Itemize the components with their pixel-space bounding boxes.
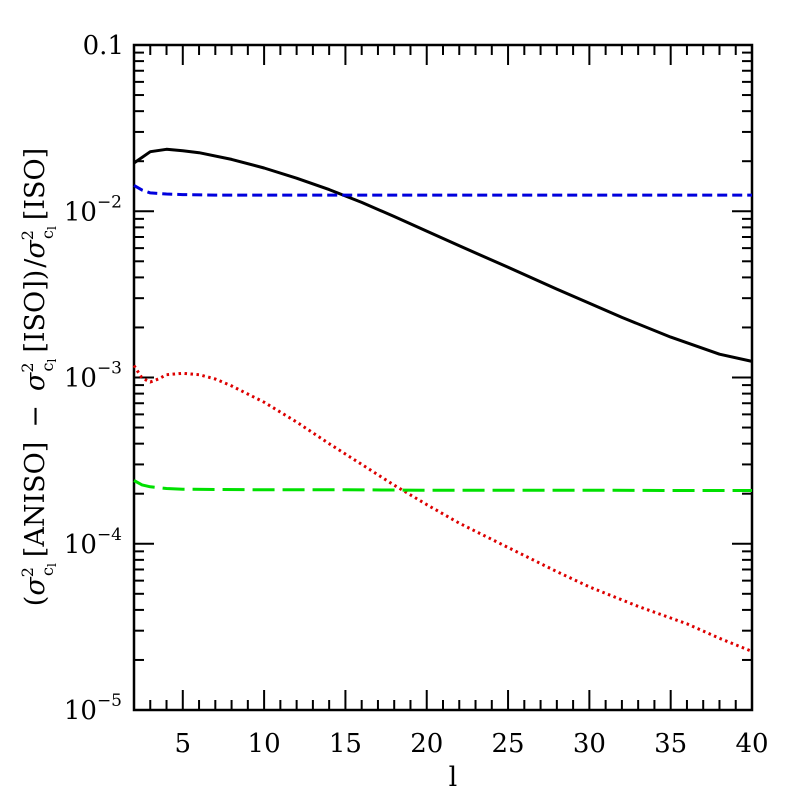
series-line-3 <box>132 364 753 653</box>
x-tick-label: 10 <box>248 729 281 759</box>
svg-text:(σ2cl[ANISO]−σ2cl[ISO])/σ2cl[I: (σ2cl[ANISO]−σ2cl[ISO])/σ2cl[ISO] <box>18 148 59 606</box>
ticks <box>133 45 753 711</box>
series-line-1 <box>133 147 753 363</box>
tick-labels: 5 10 15 20 25 30 35 40 0.1 10−2 10−3 10−4 10−5 <box>64 31 769 759</box>
x-tick-label: 5 <box>175 729 192 759</box>
x-tick-label: 35 <box>654 729 687 759</box>
x-tick-label: 20 <box>410 729 443 759</box>
y-tick-label: 10−4 <box>64 525 122 560</box>
series-line-2 <box>133 184 752 197</box>
plot-frame <box>132 43 754 712</box>
series-line-4 <box>133 479 752 492</box>
y-tick-label: 10−5 <box>64 691 122 726</box>
x-axis-title: l <box>449 762 458 793</box>
x-tick-label: 40 <box>735 729 768 759</box>
y-tick-label: 0.1 <box>83 31 124 61</box>
y-axis-title: (σ2cl[ANISO]−σ2cl[ISO])/σ2cl[ISO] <box>18 148 59 606</box>
series-layer <box>132 147 753 653</box>
y-tick-label: 10−3 <box>64 359 122 394</box>
x-tick-label: 30 <box>573 729 606 759</box>
x-tick-label: 25 <box>492 729 525 759</box>
y-tick-label: 10−2 <box>64 192 122 227</box>
x-tick-label: 15 <box>329 729 362 759</box>
